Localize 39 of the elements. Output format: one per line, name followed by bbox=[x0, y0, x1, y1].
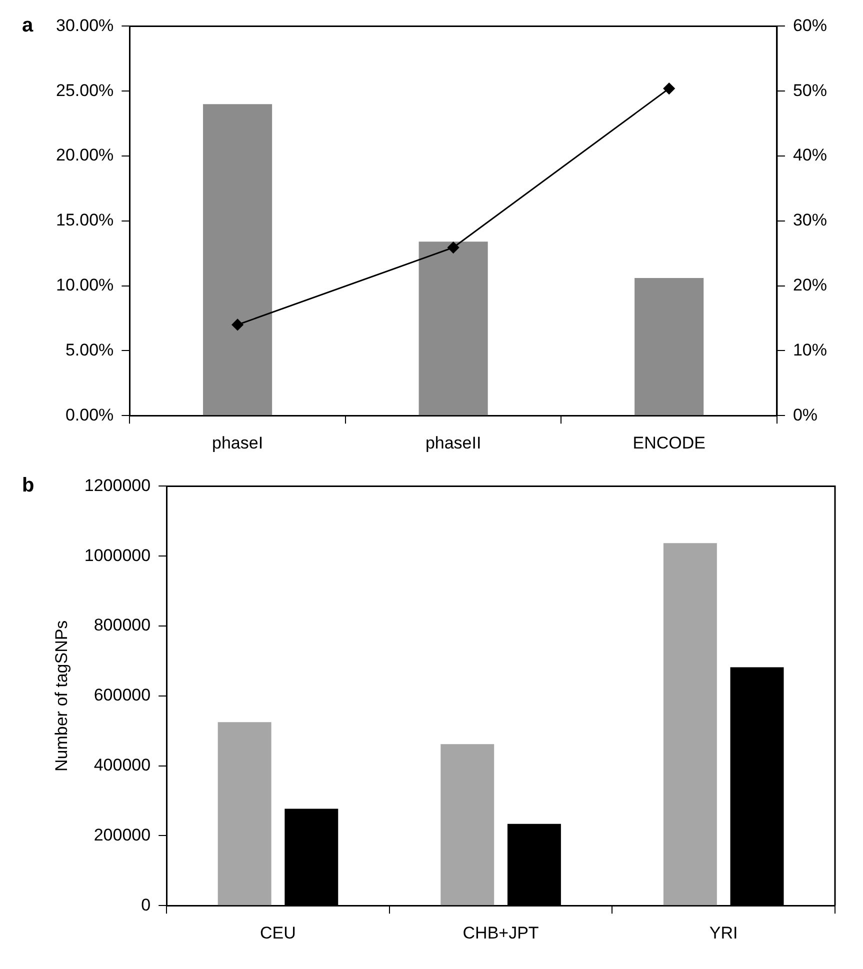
y-tick-label: 0.00% bbox=[65, 405, 114, 424]
bar bbox=[203, 104, 272, 416]
x-tick-label: CEU bbox=[260, 923, 296, 942]
point bbox=[232, 318, 244, 330]
bar bbox=[663, 543, 717, 906]
y-tick-label: 1200000 bbox=[84, 476, 151, 495]
y-tick-label: 600000 bbox=[94, 686, 151, 705]
y-tick-label: 800000 bbox=[94, 616, 151, 635]
x-tick-label: phaseII bbox=[425, 433, 482, 452]
x-tick-label: phaseI bbox=[212, 433, 264, 452]
y2-tick-label: 50% bbox=[792, 80, 828, 100]
y2-tick-label: 10% bbox=[792, 340, 828, 360]
y-tick-label: 5.00% bbox=[65, 340, 114, 360]
y2-tick-label: 20% bbox=[792, 275, 828, 294]
y2-tick-label: 0% bbox=[792, 405, 818, 424]
chart-title: b bbox=[22, 474, 34, 497]
y-tick-label: 1000000 bbox=[84, 546, 151, 565]
bar bbox=[440, 744, 494, 906]
y-tick-label: 0 bbox=[141, 895, 151, 914]
y2-tick-label: 30% bbox=[792, 210, 828, 230]
y-tick-label: 400000 bbox=[94, 755, 151, 774]
y-tick-label: 10.00% bbox=[56, 275, 114, 294]
y-tick-label: 20.00% bbox=[56, 146, 114, 165]
y-axis-title: Number of tagSNPs bbox=[52, 620, 71, 772]
chart-title: a bbox=[22, 14, 34, 37]
bar bbox=[418, 242, 488, 416]
point bbox=[663, 82, 675, 94]
x-tick-label: CHB+JPT bbox=[462, 923, 539, 942]
point bbox=[448, 242, 460, 254]
x-tick-label: YRI bbox=[709, 923, 738, 942]
bar bbox=[218, 722, 272, 906]
y-tick-label: 25.00% bbox=[56, 80, 114, 100]
y-tick-label: 30.00% bbox=[56, 16, 114, 35]
y2-tick-label: 40% bbox=[792, 146, 828, 165]
x-tick-label: ENCODE bbox=[632, 433, 706, 452]
bar bbox=[634, 278, 704, 416]
y-tick-label: 200000 bbox=[94, 825, 151, 844]
y-tick-label: 15.00% bbox=[56, 210, 114, 230]
y2-tick-label: 60% bbox=[792, 16, 828, 35]
